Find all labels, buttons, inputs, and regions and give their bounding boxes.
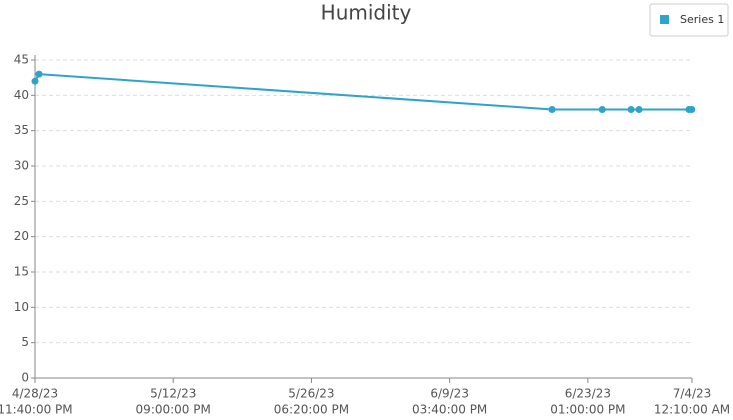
data-point [627,105,635,113]
legend-label: Series 1 [680,13,724,26]
data-point [548,105,556,113]
data-point [35,70,43,78]
x-tick-label: 5/26/23 [288,387,334,401]
y-tick-label: 10 [14,300,29,314]
chart-title: Humidity [321,1,412,25]
x-tick-label: 06:20:00 PM [274,403,349,417]
x-tick-label: 6/23/23 [565,387,611,401]
data-point [598,105,606,113]
x-tick-label: 6/9/23 [430,387,469,401]
x-tick-label: 4/28/23 [12,387,58,401]
y-tick-label: 15 [14,265,29,279]
y-tick-label: 40 [14,88,29,102]
y-tick-label: 45 [14,53,29,67]
legend-swatch [660,15,669,24]
series-line [34,73,692,111]
x-tick-label: 01:00:00 PM [550,403,625,417]
x-tick-label: 09:00:00 PM [136,403,211,417]
y-tick-label: 0 [21,371,29,385]
y-tick-label: 5 [21,335,29,349]
x-tick-label: 12:10:00 AM [654,403,730,417]
y-tick-label: 35 [14,123,29,137]
data-point [635,105,643,113]
x-tick-label: 5/12/23 [150,387,196,401]
data-point [688,105,696,113]
x-tick-label: 7/4/23 [673,387,712,401]
y-tick-label: 30 [14,159,29,173]
y-tick-label: 25 [14,194,29,208]
x-tick-label: 11:40:00 PM [0,403,73,417]
y-tick-label: 20 [14,229,29,243]
legend-box [649,3,729,37]
x-tick-label: 03:40:00 PM [412,403,487,417]
data-point [31,77,39,85]
